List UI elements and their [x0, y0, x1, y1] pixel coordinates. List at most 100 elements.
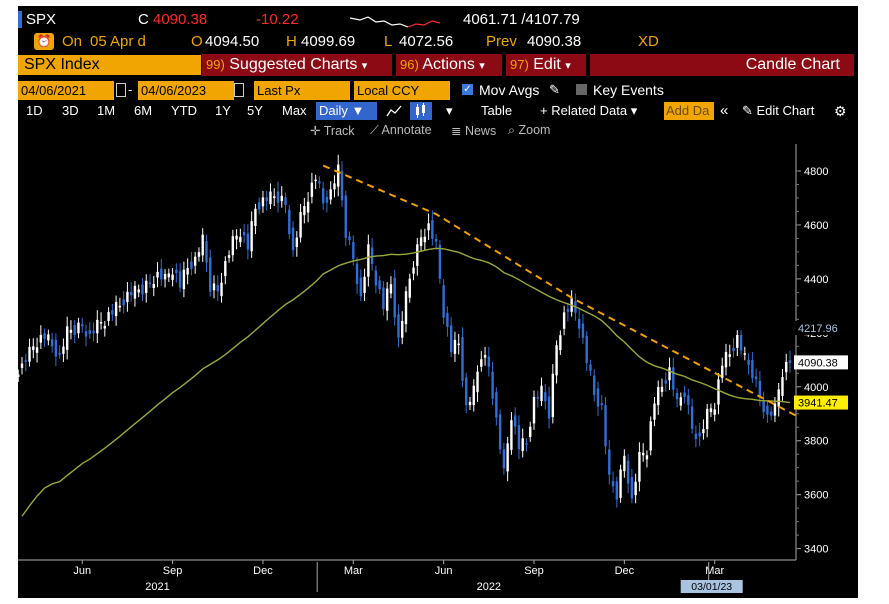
period-ytd[interactable]: YTD	[171, 103, 197, 118]
candle-body	[709, 408, 713, 413]
track-tool[interactable]: ✛ Track	[310, 123, 355, 138]
x-tick-label: Sep	[524, 565, 544, 577]
frequency-select[interactable]: Daily ▼	[316, 102, 377, 120]
candle-body	[103, 325, 107, 329]
end-date-input[interactable]: 04/06/2023	[138, 81, 234, 100]
calendar-icon[interactable]	[234, 83, 244, 97]
candle-body	[438, 244, 442, 279]
pencil-icon[interactable]: ✎	[549, 82, 560, 97]
candle-body	[562, 312, 566, 329]
chevron-down-icon[interactable]: ▾	[446, 103, 453, 118]
key-events-checkbox[interactable]	[576, 84, 587, 95]
currency-select[interactable]: Local CCY	[354, 81, 450, 100]
period-max[interactable]: Max	[282, 103, 307, 118]
annotate-tool[interactable]: ⟋ Annotate	[370, 123, 432, 138]
candle-body	[96, 319, 99, 334]
candle-body	[337, 164, 340, 187]
candle-body	[385, 288, 389, 311]
period-1y[interactable]: 1Y	[215, 103, 231, 118]
candle-body	[487, 356, 491, 367]
candle-body	[702, 429, 705, 434]
field-select[interactable]: Last Px	[254, 81, 350, 100]
related-data-menu[interactable]: + Related Data ▾	[540, 102, 637, 120]
period-toolbar: 1D 3D 1M 6M YTD 1Y 5Y Max Daily ▼ ▾ Tabl…	[18, 102, 858, 121]
candle-body	[736, 334, 739, 348]
candle-body	[156, 271, 159, 278]
period-6m[interactable]: 6M	[134, 103, 153, 118]
candle-body	[295, 237, 299, 248]
high-label: H	[286, 33, 297, 50]
annotate-label: Annotate	[381, 123, 432, 137]
previous-high-label: 4217.96	[798, 323, 838, 335]
security-field[interactable]: SPX Index	[18, 55, 201, 75]
previous-high-label-box	[794, 320, 848, 335]
candle-body	[257, 202, 261, 210]
candle-body	[498, 414, 502, 450]
candle-body	[412, 267, 415, 274]
alert-bell-icon[interactable]: ⏰	[34, 33, 54, 50]
start-date-input[interactable]: 04/06/2021	[18, 81, 114, 100]
candle-chart-icon[interactable]	[410, 102, 432, 120]
candle-body	[280, 195, 283, 202]
candle-body	[547, 396, 551, 419]
actions-menu[interactable]: 96) Actions ▾	[396, 54, 502, 76]
candle-body	[442, 285, 445, 318]
period-1d[interactable]: 1D	[26, 103, 43, 118]
quote-line: SPX C 4090.38 -10.22 4061.71 /4107.79	[18, 8, 858, 30]
table-button[interactable]: Table	[481, 103, 513, 118]
y-tick-label: 4800	[804, 166, 828, 178]
candle-body	[122, 299, 125, 306]
period-3d[interactable]: 3D	[62, 103, 79, 118]
date-tag-label: 03/01/23	[691, 581, 732, 593]
candle-body	[502, 449, 506, 469]
candle-body	[54, 339, 58, 357]
candle-body	[246, 233, 250, 250]
candle-body	[690, 406, 694, 429]
pencil-icon: ✎	[742, 103, 757, 118]
candle-body	[717, 379, 720, 405]
price-chart[interactable]: 34003600380040004200440046004800 JunSepD…	[18, 144, 858, 598]
candle-body	[348, 236, 351, 241]
add-data-input[interactable]: Add Da	[664, 102, 714, 120]
candle-body	[212, 283, 216, 291]
edit-menu[interactable]: 97) Edit ▾	[506, 54, 586, 76]
period-1m[interactable]: 1M	[97, 103, 116, 118]
line-chart-icon[interactable]	[386, 104, 402, 118]
candle-body	[457, 343, 460, 346]
related-data-label: Related Data	[551, 103, 628, 118]
edit-label: Edit	[533, 56, 561, 73]
open-value: 4094.50	[205, 33, 260, 50]
gear-icon[interactable]: ⚙	[834, 103, 847, 119]
zoom-label: Zoom	[518, 123, 551, 137]
candle-body	[171, 274, 174, 280]
ticker[interactable]: SPX	[26, 11, 57, 28]
edit-chart-button[interactable]: ✎ Edit Chart	[742, 102, 814, 120]
candle-body	[668, 367, 671, 381]
news-tool[interactable]: ≣ News	[451, 123, 496, 138]
candle-body	[480, 359, 483, 367]
period-5y[interactable]: 5Y	[247, 103, 263, 118]
candle-body	[374, 270, 378, 286]
candle-body	[397, 314, 400, 338]
suggested-charts-menu[interactable]: 99) Suggested Charts ▾	[202, 54, 392, 76]
zoom-tool[interactable]: ⌕ Zoom	[508, 123, 550, 138]
frequency-label: Daily	[319, 103, 348, 118]
suggested-label: Suggested Charts	[229, 56, 358, 73]
candle-body	[84, 331, 88, 337]
collapse-icon[interactable]: «	[720, 102, 729, 119]
candle-body	[476, 371, 479, 393]
candle-body	[340, 170, 344, 201]
menu-bar: SPX Index 99) Suggested Charts ▾ 96) Act…	[18, 54, 858, 76]
candle-body	[81, 324, 84, 327]
candle-body	[769, 411, 773, 416]
calendar-icon[interactable]	[116, 83, 126, 97]
date-separator: -	[128, 82, 133, 97]
candle-body	[434, 238, 438, 242]
x-tick-label: Dec	[615, 565, 635, 577]
candle-body	[355, 263, 359, 284]
candle-body	[540, 385, 543, 402]
mov-avgs-checkbox[interactable]: ✓	[462, 84, 473, 95]
candle-body	[329, 189, 332, 200]
track-label: Track	[323, 124, 355, 138]
plus-icon: +	[540, 103, 552, 118]
